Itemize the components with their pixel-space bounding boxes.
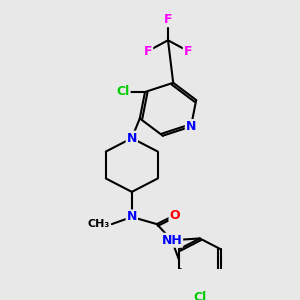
Text: N: N — [127, 211, 137, 224]
Text: F: F — [164, 13, 172, 26]
Text: N: N — [186, 120, 196, 133]
Text: NH: NH — [161, 234, 182, 247]
Text: Cl: Cl — [116, 85, 130, 98]
Text: N: N — [127, 132, 137, 145]
Text: Cl: Cl — [193, 291, 206, 300]
Text: F: F — [144, 44, 152, 58]
Text: CH₃: CH₃ — [88, 219, 110, 229]
Text: F: F — [184, 44, 192, 58]
Text: O: O — [169, 209, 180, 222]
